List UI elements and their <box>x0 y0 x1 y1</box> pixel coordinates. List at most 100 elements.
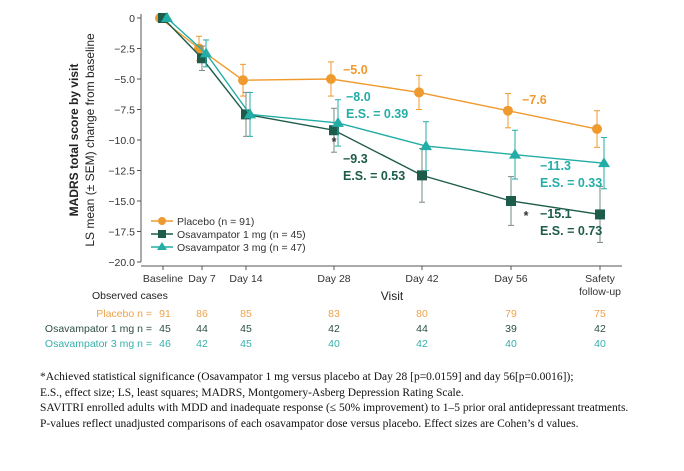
x-tick-label: Day 56 <box>494 273 527 285</box>
observed-count: 42 <box>416 338 428 350</box>
observed-count: 80 <box>416 308 428 320</box>
annotation-label: E.S. = 0.53 <box>343 169 405 183</box>
data-point-placebo <box>326 74 336 84</box>
data-point-osa1 <box>329 125 339 136</box>
data-point-osa1 <box>197 53 207 64</box>
data-point-osa3 <box>332 116 344 127</box>
annotation-label: −15.1 <box>540 207 572 221</box>
x-tick-label: Safety <box>585 273 616 285</box>
observed-row-label: Placebo n = <box>96 308 152 320</box>
data-point-placebo <box>503 105 513 116</box>
observed-count: 91 <box>159 308 171 320</box>
data-point-osa3 <box>161 12 173 22</box>
annotation-label: −11.3 <box>540 159 571 173</box>
observed-count: 40 <box>505 338 517 350</box>
legend-marker <box>157 242 167 250</box>
observed-count: 40 <box>328 338 340 350</box>
observed-count: 39 <box>505 323 517 335</box>
series-line-osa3 <box>166 17 605 164</box>
y-tick-label: −5.0 <box>114 74 135 86</box>
x-tick-label: Day 42 <box>405 273 438 285</box>
y-axis-title: MADRS total score by visit LS mean (± SE… <box>67 33 97 247</box>
y-tick-label: −20.0 <box>108 257 135 269</box>
legend-item-osa1: Osavampator 1 mg (n = 45) <box>151 229 306 241</box>
observed-count: 79 <box>505 308 517 320</box>
x-tick-label: Day 7 <box>188 273 216 285</box>
data-point-osa1 <box>595 209 605 220</box>
footnote-significance: *Achieved statistical significance (Osav… <box>40 371 574 383</box>
observed-row-label: Osavampator 3 mg n = <box>45 338 152 350</box>
annotations: −5.0 −8.0 E.S. = 0.39 −9.3 E.S. = 0.53 * −7.6 −… <box>332 63 603 238</box>
observed-cases-title: Observed cases <box>92 290 168 302</box>
y-tick-label: −7.5 <box>114 105 135 117</box>
legend-label: Osavampator 1 mg (n = 45) <box>177 229 306 241</box>
footnote-enrollment: SAVITRI enrolled adults with MDD and ina… <box>40 402 629 414</box>
x-tick-label: Day 28 <box>317 273 350 285</box>
x-axis-title: Visit <box>381 289 404 303</box>
legend-label: Osavampator 3 mg (n = 47) <box>177 242 306 254</box>
x-tick-label: Day 14 <box>229 273 262 285</box>
observed-row-label: Osavampator 1 mg n = <box>45 323 152 335</box>
footnotes: *Achieved statistical significance (Osav… <box>40 370 680 432</box>
madrs-line-chart: MADRS total score by visit LS mean (± SE… <box>45 12 622 350</box>
series-osa3 <box>161 12 610 190</box>
observed-row: Placebo n = 91 86 85 83 80 79 75 <box>96 308 606 320</box>
data-point-osa3 <box>420 140 432 151</box>
observed-count: 42 <box>328 323 340 335</box>
x-ticks: Baseline Day 7 Day 14 Day 28 Day 42 Day 56 Saf… <box>143 266 621 298</box>
data-point-osa1 <box>158 13 168 23</box>
data-point-osa3 <box>598 157 610 168</box>
y-tick-label: −17.5 <box>108 227 135 239</box>
y-tick-label: −10.0 <box>108 135 135 147</box>
y-tick-label: −15.0 <box>108 196 135 208</box>
data-point-placebo <box>414 87 424 98</box>
y-axis-title-line1: MADRS total score by visit <box>67 64 81 217</box>
annotation-label: −9.3 <box>343 152 368 166</box>
legend-marker <box>158 217 166 225</box>
y-axis-title-line2: LS mean (± SEM) change from baseline <box>83 33 97 247</box>
data-point-osa1 <box>506 196 516 206</box>
observed-count: 83 <box>328 308 340 320</box>
y-tick-label: 0 <box>129 13 135 25</box>
footnote-pvalues: P-values reflect unadjusted comparisons … <box>40 417 579 430</box>
observed-count: 42 <box>196 338 208 350</box>
observed-count: 75 <box>594 308 606 320</box>
significance-star: * <box>332 135 337 149</box>
legend-item-osa3: Osavampator 3 mg (n = 47) <box>151 242 306 254</box>
data-point-placebo <box>592 124 602 135</box>
legend-item-placebo: Placebo (n = 91) <box>151 216 254 228</box>
x-tick-label: Baseline <box>143 273 183 285</box>
data-point-osa3 <box>244 108 256 119</box>
observed-count: 86 <box>196 308 208 320</box>
observed-count: 45 <box>240 323 252 335</box>
annotation-label: E.S. = 0.73 <box>540 224 602 238</box>
observed-count: 85 <box>240 308 252 320</box>
series-placebo <box>155 13 602 148</box>
legend-label: Placebo (n = 91) <box>177 216 254 228</box>
data-point-osa1 <box>241 109 251 120</box>
x-tick-label: follow-up <box>579 286 621 298</box>
observed-row: Osavampator 1 mg n = 45 44 45 42 44 39 42 <box>45 323 606 335</box>
data-point-osa1 <box>417 170 427 181</box>
y-tick-label: −12.5 <box>108 166 135 178</box>
annotation-label: −7.6 <box>522 93 547 107</box>
data-point-placebo <box>238 75 248 86</box>
annotation-label: −8.0 <box>346 90 371 104</box>
observed-count: 45 <box>240 338 252 350</box>
y-tick-label: −2.5 <box>114 44 135 56</box>
observed-count: 45 <box>159 323 171 335</box>
observed-row: Osavampator 3 mg n = 46 42 45 40 42 40 40 <box>45 338 606 350</box>
series-layer <box>155 12 610 243</box>
observed-count: 44 <box>416 323 428 335</box>
series-osa1 <box>158 13 605 243</box>
annotation-label: E.S. = 0.39 <box>346 107 408 121</box>
legend-marker <box>158 230 166 238</box>
axes <box>140 14 622 267</box>
annotation-label: E.S. = 0.33 <box>540 176 602 190</box>
observed-count: 42 <box>594 323 606 335</box>
y-ticks: 0 −2.5 −5.0 −7.5 −10.0 −12.5 −15.0 −17.5 −20.0 <box>108 13 141 269</box>
legend: Placebo (n = 91)Osavampator 1 mg (n = 45… <box>151 216 306 254</box>
observed-cases-table: Observed cases Placebo n = 91 86 85 83 80 79 75 O… <box>45 290 606 350</box>
observed-count: 44 <box>196 323 208 335</box>
footnote-abbreviations: E.S., effect size; LS, least squares; MA… <box>40 386 464 399</box>
